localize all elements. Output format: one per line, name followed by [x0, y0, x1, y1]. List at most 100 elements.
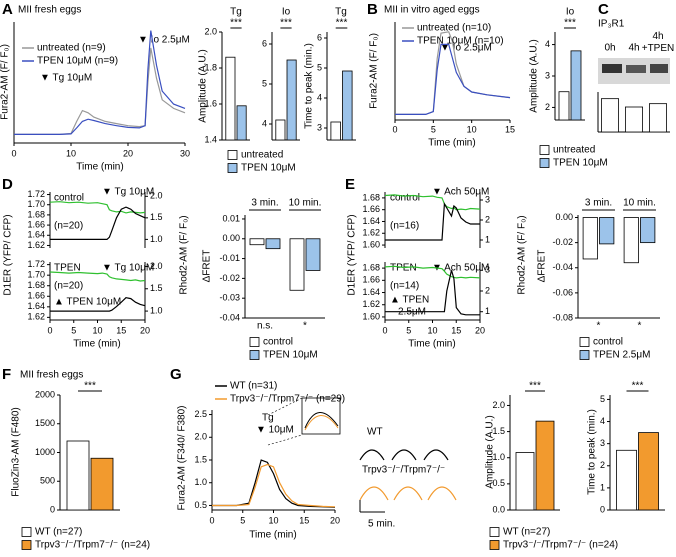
annotation: Tg	[262, 413, 274, 424]
legend-swatch	[579, 337, 590, 347]
y-tick-label: 0	[50, 504, 55, 514]
trace	[49, 271, 146, 282]
y-tick-label: 4	[262, 118, 267, 128]
panel-label: C	[598, 1, 609, 18]
legend-label: control	[263, 337, 293, 348]
bar	[623, 217, 639, 264]
trace	[384, 265, 481, 279]
y-tick-label: 3	[545, 70, 550, 80]
y-tick-label: -0.06	[552, 287, 573, 297]
x-tick-label: 20	[140, 325, 150, 335]
y-tick-label: 1.64	[27, 301, 45, 311]
y-axis-label: Time to peak (min.)	[587, 409, 598, 495]
y-axis-label: Fura2-AM (F/ F₀)	[369, 33, 380, 109]
y-tick-label: 0.00	[222, 233, 240, 243]
annotation: (n=20)	[54, 281, 83, 292]
y-tick-label: 1.6	[204, 98, 217, 108]
peak-shape	[359, 449, 449, 461]
legend-label: untreated	[553, 145, 595, 156]
bar	[275, 119, 286, 141]
bar	[625, 106, 644, 133]
inset-trace	[304, 412, 339, 429]
y2-tick-label: 2.0	[150, 191, 163, 201]
y-tick-label: 1.66	[27, 219, 45, 229]
y2-tick-label: 2	[485, 214, 490, 224]
y2-tick-label: 3	[485, 194, 490, 204]
legend-label: TPEN 10μM	[263, 350, 318, 361]
legend-label: WT (n=31)	[230, 381, 277, 392]
legend-label: Trpv3⁻/⁻/Trpm7⁻/⁻ (n=24)	[35, 540, 150, 551]
trace	[385, 202, 480, 241]
x-tick-label: 0	[11, 148, 16, 158]
annotation: Trpv3⁻/⁻/Trpm7⁻/⁻	[362, 465, 445, 476]
legend-swatch	[21, 527, 32, 537]
legend-label: TPEN 10μM (n=9)	[37, 56, 118, 67]
y2-tick-label: 2.0	[150, 261, 163, 271]
y-tick-label: 1.66	[362, 204, 380, 214]
significance: ***	[280, 18, 292, 29]
y-axis-label: D1ER (YFP/ CFP)	[347, 214, 358, 295]
bar	[558, 91, 570, 121]
chart-title: Tg	[335, 7, 347, 18]
y-axis-label: Fura2-AM (F/ F₀)	[0, 44, 11, 120]
x-axis-label: Time (min)	[76, 162, 123, 173]
bar	[570, 50, 582, 121]
western-blot	[598, 58, 670, 84]
bar	[90, 457, 114, 511]
trace	[385, 270, 480, 316]
group-label: 3 min.	[585, 198, 612, 209]
y-tick-label: 1.68	[27, 280, 45, 290]
y-tick-label: 6	[317, 32, 322, 42]
y-tick-label: 3	[600, 438, 605, 448]
annotation: (n=16)	[390, 221, 419, 232]
y-tick-label: 1.60	[362, 239, 380, 249]
blot-band	[602, 64, 622, 73]
trace	[49, 201, 146, 214]
y-tick-label: -0.04	[552, 262, 573, 272]
lane-label: 0h	[604, 43, 615, 54]
annotation: WT	[367, 427, 383, 438]
annotation: (n=14)	[390, 281, 419, 292]
bar	[616, 449, 637, 511]
panel-label: A	[2, 1, 13, 18]
trace	[395, 43, 511, 115]
significance: ***	[336, 18, 348, 29]
x-tick-label: 5	[240, 515, 245, 525]
significance: n.s.	[257, 321, 273, 332]
y-tick-label: 1.4	[204, 134, 217, 144]
significance: ***	[632, 381, 644, 392]
annotation: TPEN	[390, 263, 417, 274]
y2-axis-label: Rhod2-AM (F/ F₀)	[517, 215, 528, 294]
annotation: TPEN	[54, 263, 81, 274]
lane-label: 4h +TPEN	[642, 31, 675, 54]
legend-swatch	[227, 163, 238, 173]
peak-shape	[359, 486, 457, 501]
x-tick-label: 0	[382, 325, 387, 335]
bar	[640, 217, 656, 244]
y2-tick-label: 2	[485, 285, 490, 295]
significance: *	[638, 321, 642, 332]
x-tick-label: 10	[467, 124, 477, 134]
x-tick-label: 30	[180, 148, 190, 158]
annotation: ▼ Ach 50μM	[432, 263, 489, 274]
inset-box	[301, 397, 341, 435]
group-label: 10 min.	[623, 198, 656, 209]
y-tick-label: 1.62	[27, 312, 45, 322]
y-tick-label: -0.01	[219, 253, 240, 263]
panel-label: D	[2, 176, 13, 193]
annotation: (n=20)	[54, 221, 83, 232]
y-axis-label: Amplitude (A.U.)	[198, 49, 209, 122]
x-tick-label: 5	[71, 325, 76, 335]
y-axis-label: Amplitude (A.U.)	[529, 39, 540, 112]
legend-label: untreated (n=10)	[417, 23, 491, 34]
y2-tick-label: 1	[485, 234, 490, 244]
x-tick-label: 20	[123, 148, 133, 158]
panel-label: E	[345, 176, 355, 193]
legend-label: TPEN 10μM	[553, 158, 608, 169]
chart-title: MII in vitro aged eggs	[384, 5, 480, 16]
y-axis-label: ΔFRET	[537, 250, 548, 283]
y-tick-label: 1.68	[27, 209, 45, 219]
y-tick-label: 0.5	[194, 500, 207, 510]
legend-label: TPEN 10μM (n=10)	[417, 36, 504, 47]
x-tick-label: 0	[47, 325, 52, 335]
